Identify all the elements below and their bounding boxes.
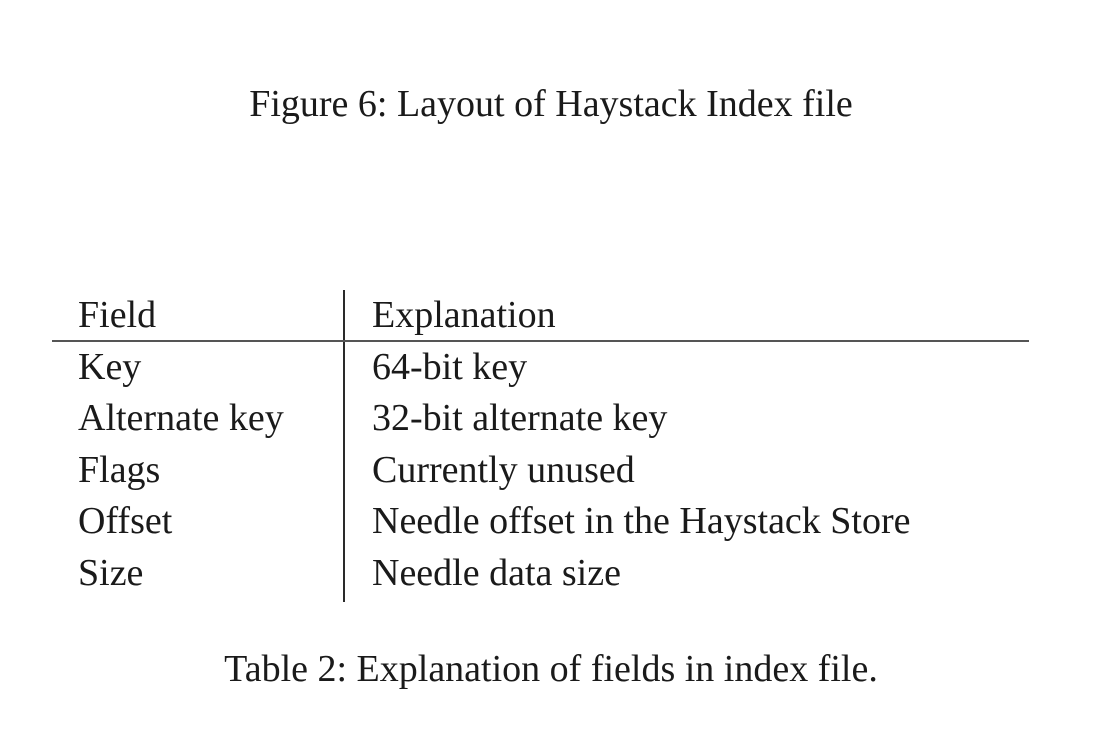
row-size-explanation: Needle data size (372, 552, 621, 594)
row-flags-explanation: Currently unused (372, 449, 635, 491)
header-field: Field (78, 294, 157, 336)
row-key-field: Key (78, 346, 142, 388)
table-caption: Table 2: Explanation of fields in index … (224, 648, 878, 690)
row-offset-field: Offset (78, 500, 173, 542)
row-size-field: Size (78, 552, 144, 594)
row-alternate-key-field: Alternate key (78, 397, 284, 439)
row-key-explanation: 64-bit key (372, 346, 528, 388)
column-divider (343, 290, 345, 602)
row-alternate-key-explanation: 32-bit alternate key (372, 397, 668, 439)
header-rule (52, 340, 1029, 342)
index-fields-table: Field Explanation Key 64-bit key Alterna… (52, 290, 1029, 602)
row-offset-explanation: Needle offset in the Haystack Store (372, 500, 911, 542)
header-explanation: Explanation (372, 294, 556, 336)
row-flags-field: Flags (78, 449, 161, 491)
figure-caption: Figure 6: Layout of Haystack Index file (249, 83, 853, 125)
